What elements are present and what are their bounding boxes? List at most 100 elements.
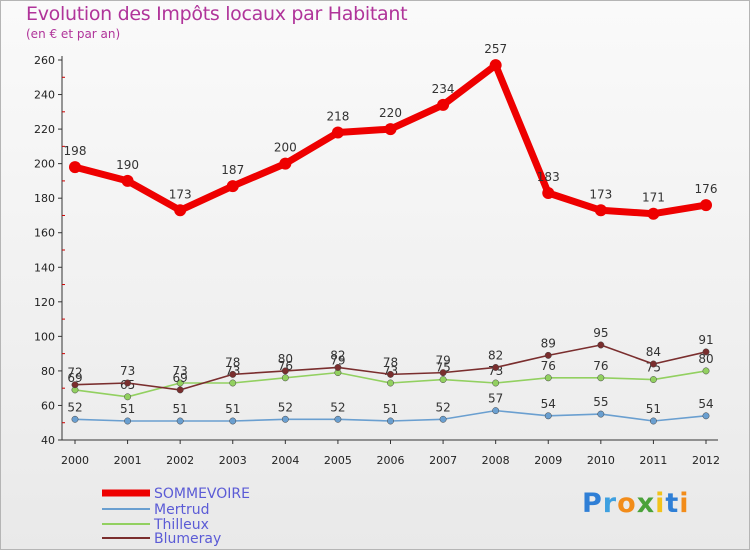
data-label: 95 [593,326,608,340]
data-point [176,379,184,387]
data-label: 200 [274,141,297,155]
data-point [387,370,394,378]
data-label: 69 [173,371,188,385]
data-point [439,415,447,423]
x-tick-label: 2008 [482,454,510,467]
y-tick-label: 240 [34,89,55,102]
data-label: 183 [537,170,560,184]
data-label: 52 [330,400,345,414]
data-point [176,386,184,394]
logo-letter: i [655,488,666,519]
data-label: 69 [67,371,82,385]
data-label: 51 [225,402,240,416]
data-label: 51 [173,402,188,416]
y-tick-label: 200 [34,158,55,171]
data-label: 173 [169,187,192,201]
x-tick-label: 2006 [377,454,405,467]
chart-subtitle: (en € et par an) [26,27,121,41]
data-point [229,379,237,387]
data-label: 55 [593,395,608,409]
x-tick-label: 2009 [534,454,562,467]
data-label: 91 [698,333,713,347]
data-point [124,417,132,425]
data-point [121,174,134,187]
data-label: 220 [379,106,402,120]
data-point [71,415,79,423]
x-tick-label: 2002 [166,454,194,467]
y-tick-label: 220 [34,123,55,136]
data-label: 54 [541,397,556,411]
data-label: 52 [67,400,82,414]
data-label: 79 [435,354,450,368]
data-label: 80 [278,352,293,366]
data-point [700,199,712,212]
data-label: 84 [646,345,661,359]
x-tick-label: 2007 [429,454,457,467]
logo-letter: o [617,488,637,519]
data-label: 89 [541,336,556,350]
logo-letter: P [582,488,603,519]
data-point [176,417,184,425]
y-tick-label: 180 [34,192,55,205]
y-tick-label: 120 [34,296,55,309]
data-label: 75 [646,361,661,375]
x-tick-label: 2000 [61,454,89,467]
data-label: 52 [278,400,293,414]
x-tick-label: 2004 [271,454,299,467]
data-label: 57 [488,392,503,406]
data-point [647,207,660,220]
data-point [702,367,710,375]
data-point [597,374,605,382]
data-point [281,367,289,375]
data-point [702,412,710,420]
data-label: 54 [698,397,713,411]
legend-label-blumeray: Blumeray [154,531,221,547]
data-point [544,374,552,382]
data-label: 82 [330,348,345,362]
data-label: 51 [383,402,398,416]
data-point [594,204,607,217]
y-tick-label: 100 [34,330,55,343]
x-tick-label: 2005 [324,454,352,467]
data-point [229,370,237,378]
data-point [439,369,447,377]
data-point [492,407,500,415]
data-point [71,381,79,389]
data-label: 82 [488,348,503,362]
y-tick-label: 60 [41,399,55,412]
logo-letter: i [679,488,690,519]
data-point [439,376,447,383]
data-label: 198 [64,144,87,158]
data-point [334,415,342,423]
data-label: 76 [278,359,293,373]
data-label: 72 [67,366,82,380]
y-tick-label: 260 [34,54,55,67]
data-label: 76 [593,359,608,373]
data-point [649,360,657,368]
data-point [542,187,555,199]
y-tick-label: 40 [41,434,55,447]
data-point [174,204,187,217]
data-point [387,417,394,425]
data-point [124,393,132,401]
data-point [649,376,657,383]
data-point [384,123,397,136]
data-label: 257 [484,42,507,56]
data-point [279,157,292,170]
logo-letter: x [636,488,656,519]
data-point [437,98,450,111]
x-tick-label: 2010 [587,454,615,467]
y-tick-label: 160 [34,227,55,240]
data-label: 173 [589,187,612,201]
data-point [597,341,605,349]
data-label: 51 [120,402,135,416]
data-point [492,379,500,387]
data-point [69,161,81,174]
data-point [124,379,132,387]
data-label: 75 [435,361,450,375]
data-point [229,417,237,425]
data-point [597,410,605,418]
proxiti-logo: Proxiti [582,488,690,519]
logo-letter: r [602,488,618,519]
